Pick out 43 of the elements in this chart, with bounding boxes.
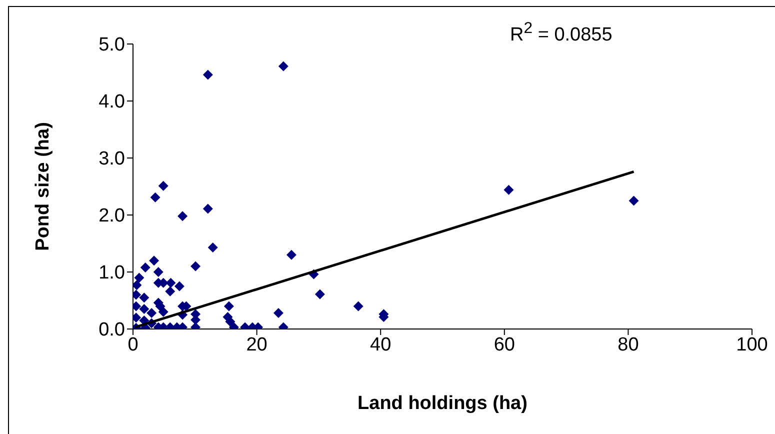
point: [225, 316, 236, 327]
x-tick-label: 80: [618, 334, 639, 356]
point: [158, 306, 168, 317]
point: [165, 286, 176, 296]
point: [153, 267, 164, 277]
point: [146, 308, 157, 318]
point: [202, 204, 213, 214]
point: [190, 261, 201, 272]
y-tick-label: 1.0: [98, 262, 125, 284]
point: [353, 301, 364, 312]
point: [504, 184, 514, 195]
point: [158, 180, 168, 191]
x-tick-label: 20: [246, 334, 268, 356]
x-tick-label: 40: [370, 334, 392, 356]
point: [286, 250, 296, 260]
y-tick-label: 0.0: [98, 320, 125, 341]
y-axis-title: Pond size (ha): [32, 122, 54, 251]
point: [202, 70, 213, 80]
y-tick-label: 5.0: [98, 34, 125, 56]
point: [628, 196, 639, 206]
point: [178, 211, 188, 222]
annotation: R$^{2}$ = 0.0855: [510, 20, 612, 46]
x-tick-label: 0: [128, 334, 138, 356]
point: [314, 289, 325, 300]
point: [166, 278, 176, 288]
y-tick-label: 4.0: [98, 92, 125, 113]
point: [134, 272, 144, 283]
point: [224, 301, 234, 312]
point: [150, 192, 160, 202]
y-tick-label: 2.0: [98, 206, 125, 227]
point: [149, 256, 160, 266]
point: [273, 308, 284, 318]
point: [174, 281, 184, 292]
y-tick-label: 3.0: [98, 148, 125, 170]
point: [140, 262, 150, 272]
point: [139, 304, 150, 314]
point: [278, 61, 288, 72]
point: [208, 242, 218, 252]
x-tick-label: 100: [736, 334, 768, 356]
x-tick-label: 60: [494, 334, 515, 356]
x-axis-title: Land holdings (ha): [358, 393, 528, 414]
point: [133, 280, 142, 290]
point: [139, 292, 150, 303]
